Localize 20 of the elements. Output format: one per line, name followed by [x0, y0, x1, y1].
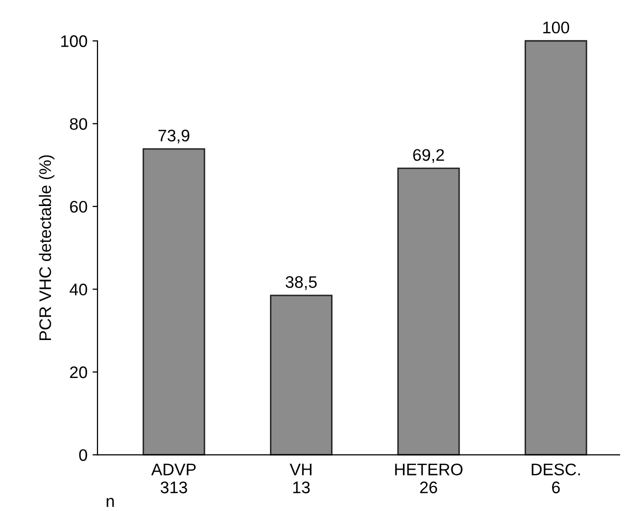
- data-label: 100: [543, 22, 570, 34]
- data-label: 73,9: [158, 130, 190, 144]
- x-tick-label: VH 13: [290, 464, 312, 494]
- x-tick-label: DESC. 6: [532, 464, 580, 494]
- y-tick-label: 60: [70, 200, 88, 213]
- bar: [524, 40, 588, 456]
- data-label: 38,5: [286, 276, 317, 290]
- y-tick-label: 40: [70, 284, 88, 296]
- x-tick-label: ADVP 313: [151, 464, 196, 494]
- text: n: [106, 498, 114, 507]
- y-tick-label: 20: [70, 366, 88, 378]
- y-tick-label: 100: [61, 35, 88, 48]
- bar: [270, 294, 332, 456]
- data-label: 69,2: [413, 149, 444, 163]
- bar: [142, 148, 206, 456]
- y-tick-label: 0: [79, 449, 88, 461]
- y-tick-label: 80: [70, 118, 88, 130]
- x-tick-label: HETERO 26: [395, 464, 462, 494]
- y-axis-title: PCR VHC detectable (%): [38, 155, 54, 340]
- bar: [397, 168, 460, 456]
